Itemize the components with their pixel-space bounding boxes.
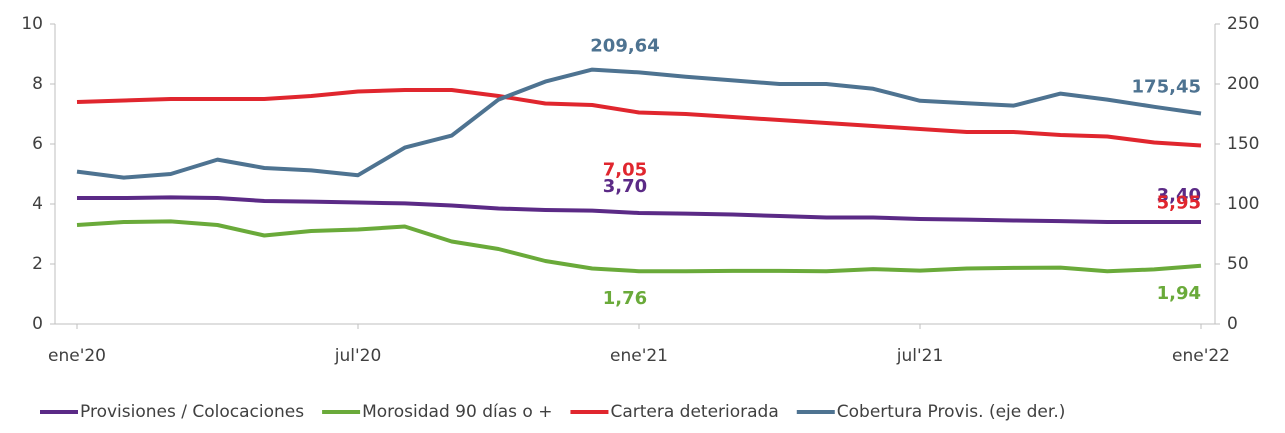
series-line [76, 88, 1202, 148]
y2-tick-label: 0 [1227, 314, 1238, 334]
data-label: 3,70 [603, 176, 647, 197]
y-tick-label: 4 [32, 194, 43, 214]
legend-label: Morosidad 90 días o + [362, 402, 552, 422]
legend-label: Provisiones / Colocaciones [80, 402, 304, 422]
data-label: 7,05 [603, 160, 647, 181]
data-label: 5,95 [1157, 193, 1201, 214]
y2-tick-label: 50 [1227, 254, 1249, 274]
y-tick-label: 10 [21, 14, 43, 34]
data-label: 175,45 [1132, 76, 1201, 97]
y-tick-label: 0 [32, 314, 43, 334]
data-label: 3,40 [1157, 185, 1201, 206]
y2-tick-label: 100 [1227, 194, 1259, 214]
x-tick-label: ene'22 [1172, 346, 1230, 366]
series-line [76, 219, 1202, 274]
legend-label: Cartera deteriorada [610, 402, 778, 422]
x-tick-label: ene'20 [48, 346, 106, 366]
y2-tick-label: 250 [1227, 14, 1259, 34]
y-tick-label: 2 [32, 254, 43, 274]
y-tick-label: 6 [32, 134, 43, 154]
legend-label: Cobertura Provis. (eje der.) [837, 402, 1066, 422]
y2-tick-label: 150 [1227, 134, 1259, 154]
x-tick-label: jul'20 [334, 346, 382, 366]
series-line [77, 195, 1201, 224]
series-line [76, 67, 1202, 180]
data-label: 209,64 [590, 35, 659, 56]
data-label: 1,94 [1157, 283, 1201, 304]
x-tick-label: jul'21 [896, 346, 944, 366]
data-label: 1,76 [603, 288, 647, 309]
y-tick-label: 8 [32, 74, 43, 94]
x-tick-label: ene'21 [610, 346, 668, 366]
y2-tick-label: 200 [1227, 74, 1259, 94]
